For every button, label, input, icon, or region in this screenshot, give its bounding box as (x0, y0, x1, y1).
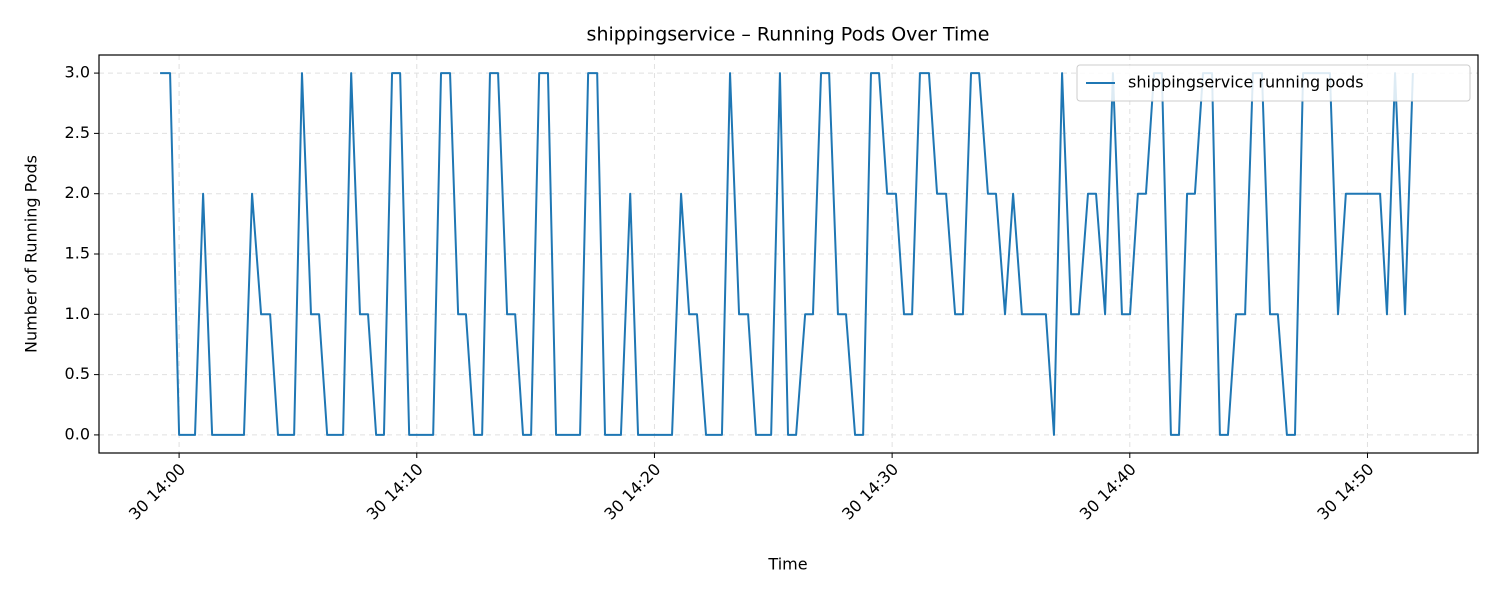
x-axis-label: Time (767, 555, 807, 574)
y-tick-label: 2.5 (65, 123, 90, 142)
plot-frame (98, 54, 1479, 454)
y-tick-label: 3.0 (65, 63, 90, 82)
y-tick-label: 1.5 (65, 244, 90, 263)
legend-label: shippingservice running pods (1128, 73, 1364, 92)
y-tick-label: 1.0 (65, 304, 90, 323)
y-tick-label: 0.0 (65, 424, 90, 443)
data-line (160, 72, 1414, 436)
chart-title: shippingservice – Running Pods Over Time (587, 24, 990, 46)
y-tick-label: 0.5 (65, 364, 90, 383)
legend-box (1076, 64, 1471, 102)
y-tick-label: 2.0 (65, 183, 90, 202)
y-axis-label: Number of Running Pods (22, 155, 41, 353)
